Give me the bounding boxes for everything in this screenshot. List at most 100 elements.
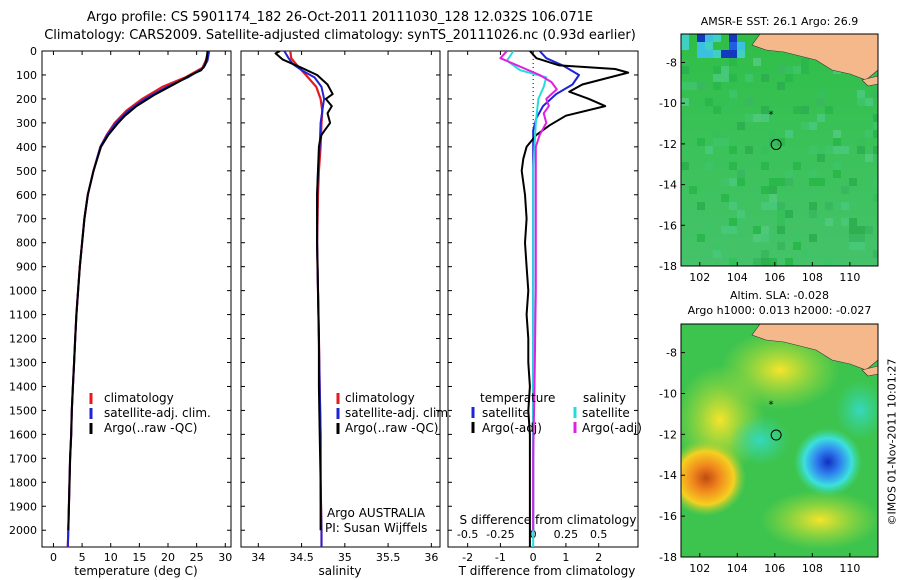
- depth-tick-label: 200: [16, 93, 37, 106]
- sst-pixel: [745, 98, 753, 106]
- sst-pixel: [841, 218, 849, 226]
- sst-pixel: [809, 178, 817, 186]
- sst-pixel: [841, 202, 849, 210]
- sst-pixel: [729, 162, 737, 170]
- sst-pixel: [785, 130, 793, 138]
- sst-pixel: [737, 50, 745, 58]
- x-tick-label: 15: [132, 551, 146, 564]
- x-tick-label: 2: [595, 551, 602, 564]
- x-tick-label: -1: [495, 551, 506, 564]
- sst-pixel: [729, 98, 737, 106]
- legend-label-climatology: climatology: [104, 391, 174, 405]
- sst-pixel: [873, 194, 878, 202]
- sst-pixel: [873, 122, 878, 130]
- sst-pixel: [761, 258, 769, 266]
- difference-plot-frame: [447, 50, 639, 548]
- sst-pixel: [745, 74, 753, 82]
- sla-map-title-line2: Argo h1000: 0.013 h2000: -0.027: [687, 304, 872, 317]
- sst-pixel: [753, 234, 761, 242]
- depth-tick-label: 1600: [9, 428, 37, 441]
- legend-label-argo: Argo(..raw -QC): [104, 421, 197, 435]
- sst-pixel: [809, 210, 817, 218]
- sst-pixel: [801, 66, 809, 74]
- float-pi-annotation: PI: Susan Wijffels: [325, 521, 427, 535]
- depth-tick-label: 1500: [9, 404, 37, 417]
- legend-label-argo: Argo(..raw -QC): [345, 421, 438, 435]
- sst-pixel: [857, 226, 865, 234]
- sst-pixel: [865, 154, 873, 162]
- sst-pixel: [697, 42, 705, 50]
- depth-tick-label: 800: [16, 237, 37, 250]
- map-x-tick-label: 102: [689, 562, 710, 575]
- depth-tick-label: 1900: [9, 500, 37, 513]
- sst-pixel: [721, 74, 729, 82]
- sst-pixel: [737, 122, 745, 130]
- depth-tick-label: 2000: [9, 524, 37, 537]
- float-owner-annotation: Argo AUSTRALIA: [327, 506, 426, 520]
- sst-pixel: [761, 226, 769, 234]
- sst-pixel: [721, 106, 729, 114]
- sst-pixel: [745, 146, 753, 154]
- salinity-legend: climatology satellite-adj. clim. Argo(..…: [325, 391, 452, 535]
- x-tick-label: 34.5: [289, 551, 314, 564]
- sst-pixel: [817, 98, 825, 106]
- sst-pixel: [697, 34, 705, 42]
- map-y-tick-label: -10: [659, 387, 677, 400]
- map-x-tick-label: 104: [727, 271, 748, 284]
- sst-pixel: [801, 58, 809, 66]
- sst-pixel: [697, 50, 705, 58]
- sst-pixel: [713, 66, 721, 74]
- sst-pixel: [793, 162, 801, 170]
- x-tick-label: 25: [190, 551, 204, 564]
- sst-pixel: [713, 34, 721, 42]
- depth-tick-label: 500: [16, 165, 37, 178]
- sst-pixel: [873, 90, 878, 98]
- sst-pixel: [737, 42, 745, 50]
- sst-pixel: [729, 50, 737, 58]
- sst-pixel: [841, 186, 849, 194]
- sst-pixel: [761, 186, 769, 194]
- map-x-tick-label: 108: [802, 271, 823, 284]
- sst-pixel: [833, 170, 841, 178]
- sst-pixel: [833, 202, 841, 210]
- sst-pixel: [681, 82, 689, 90]
- sst-pixel: [705, 98, 713, 106]
- depth-tick-label: 1100: [9, 309, 37, 322]
- depth-tick-label: 600: [16, 189, 37, 202]
- sst-pixel: [713, 50, 721, 58]
- sst-pixel: [825, 218, 833, 226]
- sst-pixel: [825, 146, 833, 154]
- sst-pixel: [705, 34, 713, 42]
- sst-pixel: [705, 146, 713, 154]
- sst-pixel: [713, 74, 721, 82]
- sst-pixel: [857, 90, 865, 98]
- sst-pixel: [705, 226, 713, 234]
- sst-pixel: [761, 146, 769, 154]
- x-tick-label: 0: [530, 551, 537, 564]
- legend-title-temperature: temperature: [480, 391, 555, 405]
- sst-pixel: [849, 178, 857, 186]
- sst-pixel: [777, 66, 785, 74]
- sst-pixel: [785, 66, 793, 74]
- x-tick-label: 10: [104, 551, 118, 564]
- sst-pixel: [809, 146, 817, 154]
- sst-pixel: [753, 226, 761, 234]
- sst-pixel: [761, 114, 769, 122]
- sst-pixel: [873, 250, 878, 258]
- sst-pixel: [865, 130, 873, 138]
- previous-position-marker: *: [769, 400, 774, 411]
- sst-pixel: [729, 34, 737, 42]
- x-tick-label: 1: [562, 551, 569, 564]
- sst-pixel: [721, 226, 729, 234]
- depth-tick-label: 1800: [9, 476, 37, 489]
- sst-pixel: [809, 170, 817, 178]
- sst-pixel: [713, 242, 721, 250]
- sst-pixel: [729, 42, 737, 50]
- depth-tick-label: 300: [16, 117, 37, 130]
- sst-pixel: [849, 242, 857, 250]
- depth-tick-label: 1700: [9, 452, 37, 465]
- difference-legend: temperature satellite Argo(-adj) salinit…: [471, 391, 642, 435]
- series-line-argo-raw-qc: [67, 51, 209, 531]
- difference-profile-lines: [499, 51, 630, 547]
- sst-pixel: [753, 58, 761, 66]
